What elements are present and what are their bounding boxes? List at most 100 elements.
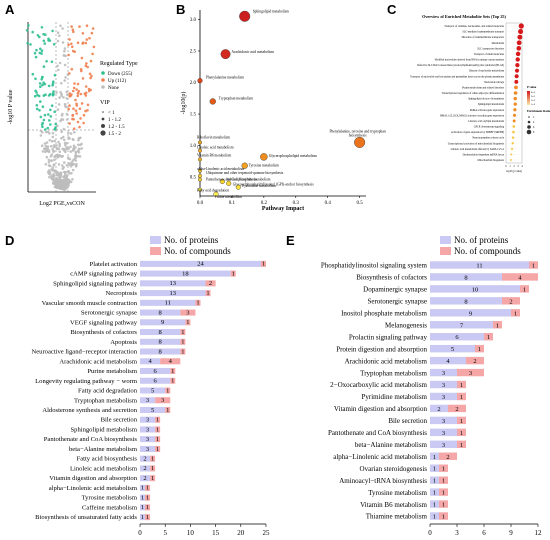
vip-item: 1.5 - 2 xyxy=(108,132,121,137)
y-tick-label: 2.5 xyxy=(190,49,197,54)
protein-bar xyxy=(430,392,457,401)
legend-item: Down (255) xyxy=(108,72,133,77)
data-point xyxy=(43,150,47,153)
data-point xyxy=(44,144,48,148)
data-point xyxy=(90,31,94,35)
data-point xyxy=(45,155,49,159)
data-point xyxy=(63,79,66,82)
data-point xyxy=(68,137,71,140)
enrichment-overview-plot: Overview of Enriched Metabolite Sets (To… xyxy=(410,14,550,173)
legend-swatch-compounds xyxy=(150,247,161,255)
category-label: Fatty acid biosynthesis xyxy=(77,456,138,463)
point-label: Fatty acid degradation xyxy=(197,189,229,193)
y-tick-label: 2.0 xyxy=(190,81,197,86)
data-point xyxy=(88,72,92,76)
data-point xyxy=(54,180,58,184)
x-tick-label: 0 xyxy=(138,529,142,537)
x-axis-label: Log2 PGE₂vsCON xyxy=(39,201,85,207)
category-label: BMAL1:CLOCK,NPAS2 activates circadian ge… xyxy=(440,114,505,117)
data-point xyxy=(82,121,85,125)
category-label: Arachidonic acid metabolism xyxy=(59,358,138,365)
data-point xyxy=(31,30,34,34)
protein-bar xyxy=(430,476,439,484)
category-label: SLC-mediated transmembrane transport xyxy=(462,31,504,34)
protein-count: 4 xyxy=(446,358,450,365)
legend-item: Up (112) xyxy=(108,79,126,84)
point-label: Riboflavin metabolism xyxy=(197,135,230,139)
category-label: Linoleic acid metabolism affected by SAR… xyxy=(451,148,505,151)
data-point xyxy=(34,77,37,81)
category-label: Inositol phosphate metabolism xyxy=(341,310,427,318)
data-point xyxy=(77,151,81,154)
point-label: Glycosylphosphatidylinositol (GPI)-ancho… xyxy=(233,182,315,186)
data-point xyxy=(80,56,84,60)
category-label: Mitochondrial biogenesis xyxy=(478,159,504,162)
category-label: Transport of nucleotide and free purine … xyxy=(410,75,505,78)
protein-count: 1 xyxy=(433,454,436,461)
data-point xyxy=(75,104,79,107)
data-point xyxy=(67,147,71,150)
protein-bar xyxy=(140,397,156,404)
enrichment-point xyxy=(510,147,514,150)
data-point xyxy=(68,122,71,125)
data-point xyxy=(69,180,73,184)
data-point xyxy=(43,82,47,86)
pathway-point xyxy=(197,78,203,84)
data-point xyxy=(70,67,74,71)
pathway-impact-plot: 0.0 0.1 0.2 0.3 0.4 0.5 0.5 1.0 1.5 2.0 2.5 3.0 Path… xyxy=(180,9,386,212)
data-point xyxy=(64,143,67,147)
protein-count: 8 xyxy=(464,298,467,305)
data-point xyxy=(40,26,44,29)
protein-count: 3 xyxy=(146,446,149,453)
legend-swatch xyxy=(101,85,105,89)
compound-count: 1 xyxy=(156,426,159,433)
protein-bar xyxy=(140,494,146,501)
protein-count: 3 xyxy=(442,382,445,389)
data-point xyxy=(40,144,44,147)
protein-count: 1 xyxy=(141,514,144,521)
data-point xyxy=(37,94,41,98)
data-point xyxy=(55,184,58,188)
data-point xyxy=(74,159,78,162)
protein-bar xyxy=(140,426,156,433)
protein-count: 18 xyxy=(182,270,189,277)
y-tick-label: 3.0 xyxy=(190,18,197,23)
data-point xyxy=(47,161,51,164)
data-point xyxy=(60,82,63,85)
compound-count: 1 xyxy=(514,310,517,317)
data-point xyxy=(39,100,42,103)
protein-count: 3 xyxy=(442,370,445,377)
point-label: Vitamin B6 metabolism xyxy=(197,153,232,157)
data-point xyxy=(38,82,42,85)
data-point xyxy=(53,139,56,143)
protein-count: 5 xyxy=(151,387,154,394)
protein-count: 3 xyxy=(146,426,149,433)
data-point xyxy=(43,113,47,117)
data-point xyxy=(74,146,77,149)
protein-bar xyxy=(430,368,457,377)
legend-swatch xyxy=(101,78,105,82)
compound-count: 1 xyxy=(181,348,184,355)
category-label: Sphingolipid metabolism xyxy=(71,426,138,433)
data-point xyxy=(90,74,93,78)
data-point xyxy=(25,29,29,32)
category-label: Vitamin digestion and absorption xyxy=(49,475,137,482)
data-point xyxy=(57,163,61,166)
compound-count: 1 xyxy=(460,418,463,425)
category-label: 2−Oxocarboxylic acid metabolism xyxy=(330,381,427,389)
data-point xyxy=(65,97,69,100)
compound-count: 1 xyxy=(151,475,154,482)
data-point xyxy=(68,72,71,75)
category-label: Tryptophan metabolism xyxy=(360,369,427,377)
point-label: Arachidonic acid metabolism xyxy=(232,50,275,54)
protein-count: 8 xyxy=(159,309,162,316)
panel-label-e: E xyxy=(286,233,295,248)
data-point xyxy=(71,89,75,93)
compound-bar xyxy=(457,416,466,425)
x-axis-label: Pathway Impact xyxy=(262,206,304,212)
enrichment-point xyxy=(516,46,522,51)
protein-count: 1 xyxy=(433,502,436,509)
protein-count: 9 xyxy=(469,310,472,317)
data-point xyxy=(80,102,84,105)
data-point xyxy=(56,31,60,34)
